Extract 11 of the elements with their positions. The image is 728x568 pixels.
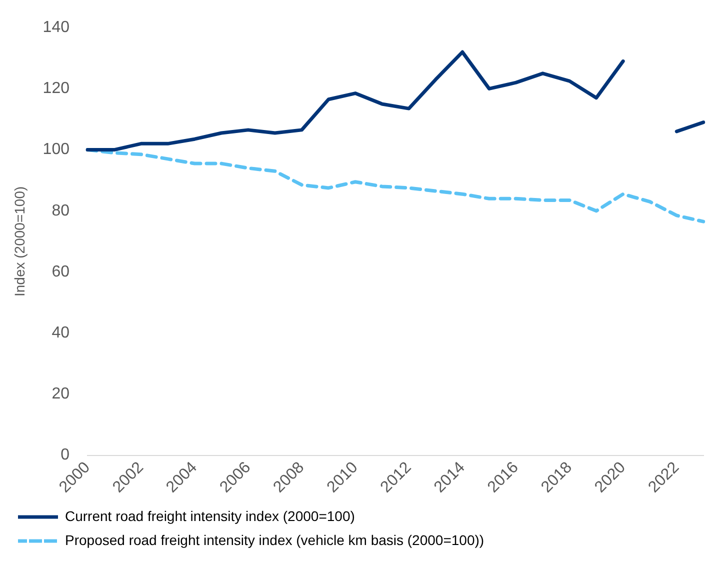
y-tick-label: 140: [42, 19, 70, 36]
legend-label: Proposed road freight intensity index (vehicle km basis (2000=100)): [65, 532, 484, 548]
y-tick-label: 80: [52, 202, 70, 220]
legend-label: Current road freight intensity index (2000=100): [65, 508, 355, 524]
y-tick-label: 120: [42, 80, 70, 98]
y-tick-label: 20: [52, 386, 70, 403]
y-tick-label: 0: [60, 446, 70, 464]
y-axis-title: Index (2000=100): [11, 186, 28, 296]
y-tick-label: 40: [52, 324, 70, 342]
y-tick-label: 100: [42, 141, 70, 158]
y-tick-label: 60: [52, 263, 70, 280]
